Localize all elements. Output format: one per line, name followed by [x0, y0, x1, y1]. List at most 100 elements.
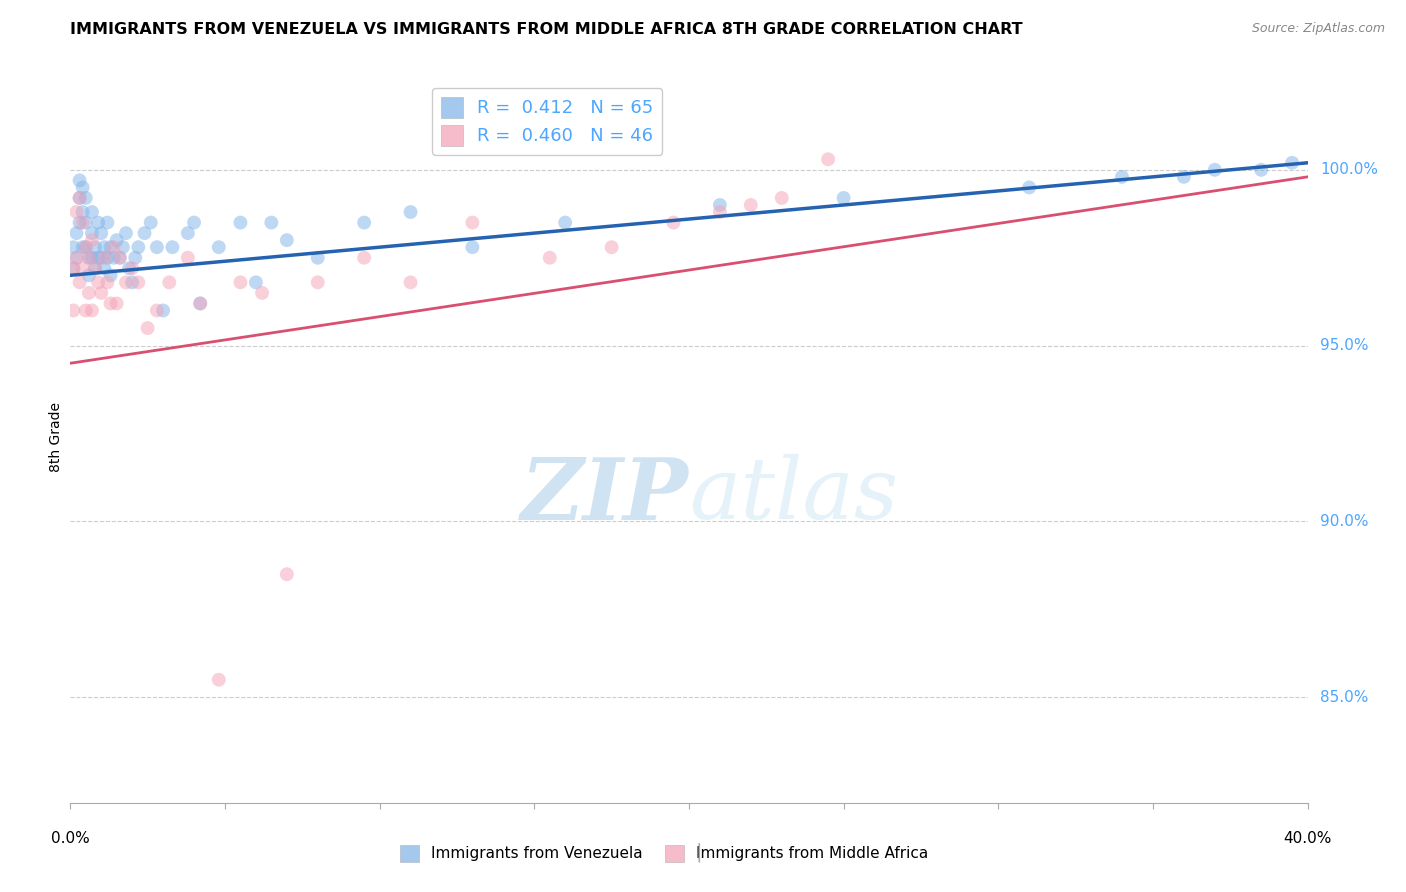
Point: [75, 240, 97, 254]
Point: [62, 303, 84, 318]
Point: [65, 251, 87, 265]
Point: [62, 261, 84, 276]
Point: [229, 276, 252, 290]
Point: [90, 226, 112, 240]
Text: 95.0%: 95.0%: [1320, 338, 1368, 353]
Point: [103, 240, 125, 254]
Point: [96, 216, 118, 230]
Y-axis label: 8th Grade: 8th Grade: [49, 402, 63, 472]
Point: [538, 251, 561, 265]
Point: [1281, 156, 1303, 170]
Point: [93, 240, 115, 254]
Point: [100, 296, 122, 310]
Point: [709, 205, 731, 219]
Point: [399, 276, 422, 290]
Point: [84, 261, 107, 276]
Point: [600, 240, 623, 254]
Point: [62, 240, 84, 254]
Point: [740, 198, 762, 212]
Point: [111, 240, 134, 254]
Point: [72, 205, 94, 219]
Point: [80, 205, 103, 219]
Point: [80, 303, 103, 318]
Point: [188, 296, 211, 310]
Point: [93, 251, 115, 265]
Text: 0.0%: 0.0%: [51, 831, 90, 846]
Text: |: |: [696, 842, 702, 862]
Point: [229, 216, 252, 230]
Point: [307, 251, 329, 265]
Point: [69, 191, 91, 205]
Text: IMMIGRANTS FROM VENEZUELA VS IMMIGRANTS FROM MIDDLE AFRICA 8TH GRADE CORRELATION: IMMIGRANTS FROM VENEZUELA VS IMMIGRANTS …: [70, 22, 1024, 37]
Point: [307, 276, 329, 290]
Point: [554, 216, 576, 230]
Point: [80, 251, 103, 265]
Point: [80, 233, 103, 247]
Point: [461, 216, 484, 230]
Point: [177, 226, 200, 240]
Point: [276, 567, 298, 582]
Point: [105, 296, 128, 310]
Text: ZIP: ZIP: [522, 454, 689, 537]
Point: [121, 276, 143, 290]
Point: [139, 216, 162, 230]
Point: [157, 276, 180, 290]
Point: [100, 268, 122, 283]
Point: [75, 191, 97, 205]
Point: [260, 216, 283, 230]
Point: [146, 240, 169, 254]
Point: [276, 233, 298, 247]
Point: [65, 251, 87, 265]
Text: atlas: atlas: [689, 454, 898, 537]
Point: [84, 240, 107, 254]
Text: 100.0%: 100.0%: [1320, 162, 1378, 178]
Point: [115, 226, 138, 240]
Text: 90.0%: 90.0%: [1320, 514, 1368, 529]
Point: [65, 205, 87, 219]
Point: [77, 285, 100, 300]
Point: [84, 261, 107, 276]
Point: [87, 276, 110, 290]
Point: [72, 240, 94, 254]
Point: [103, 251, 125, 265]
Text: 85.0%: 85.0%: [1320, 690, 1368, 705]
Point: [250, 285, 273, 300]
Point: [96, 276, 118, 290]
Point: [75, 240, 97, 254]
Point: [127, 240, 149, 254]
Point: [162, 240, 184, 254]
Point: [90, 251, 112, 265]
Point: [69, 216, 91, 230]
Point: [80, 226, 103, 240]
Point: [72, 261, 94, 276]
Point: [245, 276, 267, 290]
Point: [69, 276, 91, 290]
Point: [146, 303, 169, 318]
Point: [69, 173, 91, 187]
Point: [709, 198, 731, 212]
Point: [115, 276, 138, 290]
Point: [208, 240, 231, 254]
Point: [127, 276, 149, 290]
Point: [77, 251, 100, 265]
Point: [832, 191, 855, 205]
Point: [1111, 169, 1133, 184]
Point: [124, 251, 146, 265]
Point: [399, 205, 422, 219]
Point: [100, 240, 122, 254]
Point: [152, 303, 174, 318]
Point: [75, 303, 97, 318]
Point: [87, 216, 110, 230]
Point: [353, 216, 375, 230]
Text: Source: ZipAtlas.com: Source: ZipAtlas.com: [1251, 22, 1385, 36]
Point: [1018, 180, 1040, 194]
Point: [188, 296, 211, 310]
Point: [90, 285, 112, 300]
Point: [62, 261, 84, 276]
Point: [461, 240, 484, 254]
Point: [72, 216, 94, 230]
Point: [77, 268, 100, 283]
Point: [72, 180, 94, 194]
Point: [93, 261, 115, 276]
Point: [1204, 162, 1226, 177]
